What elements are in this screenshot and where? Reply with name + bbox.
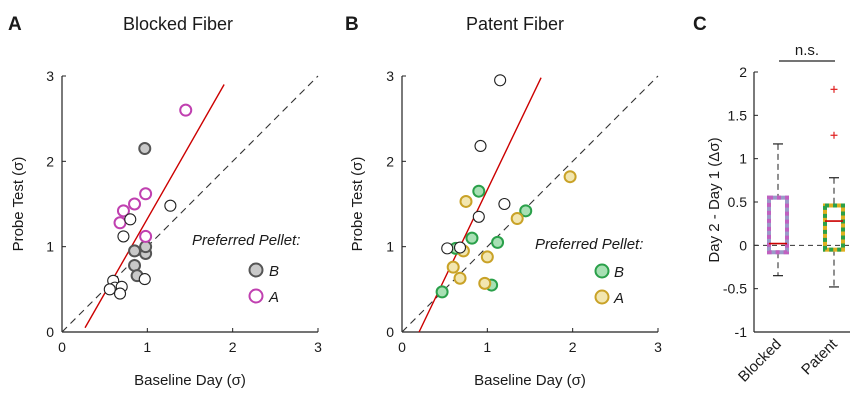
box-patent-category-label: Patent [798,335,841,378]
panel-a-point-a [139,187,153,201]
panel-a-x-tick-label: 2 [229,339,237,355]
panel-a-x-tick-label: 0 [58,339,66,355]
scatter-panel-patent: Patent Fiber 0 1 2 3 0 1 2 3 Baseline Day (σ) P… [349,14,662,389]
panel-letter-b: B [345,14,359,35]
panel-a-plot [61,75,319,333]
panel-b-y-tick-label: 2 [386,153,394,169]
panel-a-legend-title: Preferred Pellet: [192,232,300,249]
panel-b-x-tick-label: 0 [398,339,406,355]
panel-letter-a: A [8,14,22,35]
panel-b-point-unlabeled [441,242,454,255]
panel-b-x-tick-label: 2 [569,339,577,355]
significance-label: n.s. [795,42,819,59]
panel-c-y-tick-label: -1 [735,324,748,340]
panel-a-point-b [128,258,142,272]
boxplot-panel: -1 -0.5 0 0.5 1 1.5 2 Blocked Patent Day 2 - Da… [706,42,850,386]
panel-b-point-a [459,194,473,208]
panel-a-point-unlabeled [138,273,151,286]
panel-b-point-a [480,250,494,264]
panel-b-y-tick-label: 0 [386,324,394,340]
panel-a-x-tick-label: 3 [314,339,322,355]
panel-c-y-tick-label: 2 [739,64,747,80]
panel-a-legend-label-a: A [268,289,279,306]
panel-c-y-tick-label: -0.5 [723,281,747,297]
panel-a-point-a [116,204,130,218]
panel-b-point-a [510,212,524,226]
panel-a-y-tick-label: 1 [46,239,54,255]
panel-b-point-unlabeled [453,241,467,254]
panel-b-point-unlabeled [494,74,507,87]
panel-a-point-b [128,244,142,258]
box-blocked-body-stripe [767,195,789,255]
panel-b-ylabel: Probe Test (σ) [349,157,366,252]
panel-b-point-a [446,260,460,274]
panel-a-point-a [113,216,127,230]
panel-a-legend-label-b: B [269,263,279,280]
panel-b-point-unlabeled [472,210,485,223]
panel-a-y-tick-label: 2 [46,153,54,169]
panel-a-axes: 0 1 2 3 0 1 2 3 [46,68,322,355]
panel-b-point-unlabeled [498,197,511,211]
panel-a-point-b [138,142,152,156]
panel-b-legend-label-a: A [613,290,624,307]
panel-b-xlabel: Baseline Day (σ) [474,372,586,389]
panel-c-y-tick-label: 1 [739,151,747,167]
panel-b-point-a [453,271,467,285]
panel-b-legend-label-b: B [614,264,624,281]
panel-a-point-a [128,197,142,211]
panel-b-x-tick-label: 3 [654,339,662,355]
panel-c-y-tick-label: 0.5 [728,194,748,210]
panel-c-y-tick-label: 1.5 [728,107,748,123]
panel-b-legend-marker-b [594,263,610,279]
panel-a-legend-marker-a [248,288,264,304]
panel-c-axes: -1 -0.5 0 0.5 1 1.5 2 [723,64,850,340]
panel-a-point-a [139,229,153,243]
panel-c-plot: Blocked Patent [735,85,850,386]
panel-b-point-a [563,170,577,184]
panel-b-x-tick-label: 1 [483,339,491,355]
panel-b-y-tick-label: 1 [386,239,394,255]
panel-b-point-b [519,204,533,218]
panel-a-title: Blocked Fiber [123,14,233,34]
panel-a-y-tick-label: 3 [46,68,54,84]
panel-a-point-unlabeled [164,199,177,212]
panel-a-point-unlabeled [117,230,130,243]
box-blocked-category-label: Blocked [735,336,785,386]
panel-b-point-unlabeled [474,139,487,153]
panel-b-legend-marker-a [594,289,610,305]
panel-c-ylabel: Day 2 - Day 1 (Δσ) [706,137,723,262]
panel-b-point-b [465,231,479,245]
panel-letter-c: C [693,14,707,35]
panel-a-ylabel: Probe Test (σ) [10,157,27,252]
panel-b-legend-title: Preferred Pellet: [535,236,643,253]
panel-b-axes: 0 1 2 3 0 1 2 3 [386,68,662,355]
panel-a-x-tick-label: 1 [143,339,151,355]
panel-a-point-unlabeled [124,213,137,226]
panel-b-point-b [491,235,505,249]
panel-b-point-b [472,184,486,198]
panel-b-point-a [478,276,492,290]
panel-a-point-unlabeled [103,283,116,296]
panel-b-plot [401,74,659,333]
box-patent-body-stripe [823,203,845,252]
panel-b-title: Patent Fiber [466,14,564,34]
panel-a-legend-marker-b [248,262,264,278]
panel-a-point-a [179,103,193,117]
panel-a-point-unlabeled [113,287,127,300]
panel-a-xlabel: Baseline Day (σ) [134,372,246,389]
box-patent-body [823,203,845,252]
panel-a-y-tick-label: 0 [46,324,54,340]
panel-b-y-tick-label: 3 [386,68,394,84]
panel-c-y-tick-label: 0 [739,237,747,253]
panel-b-point-b [435,285,449,299]
